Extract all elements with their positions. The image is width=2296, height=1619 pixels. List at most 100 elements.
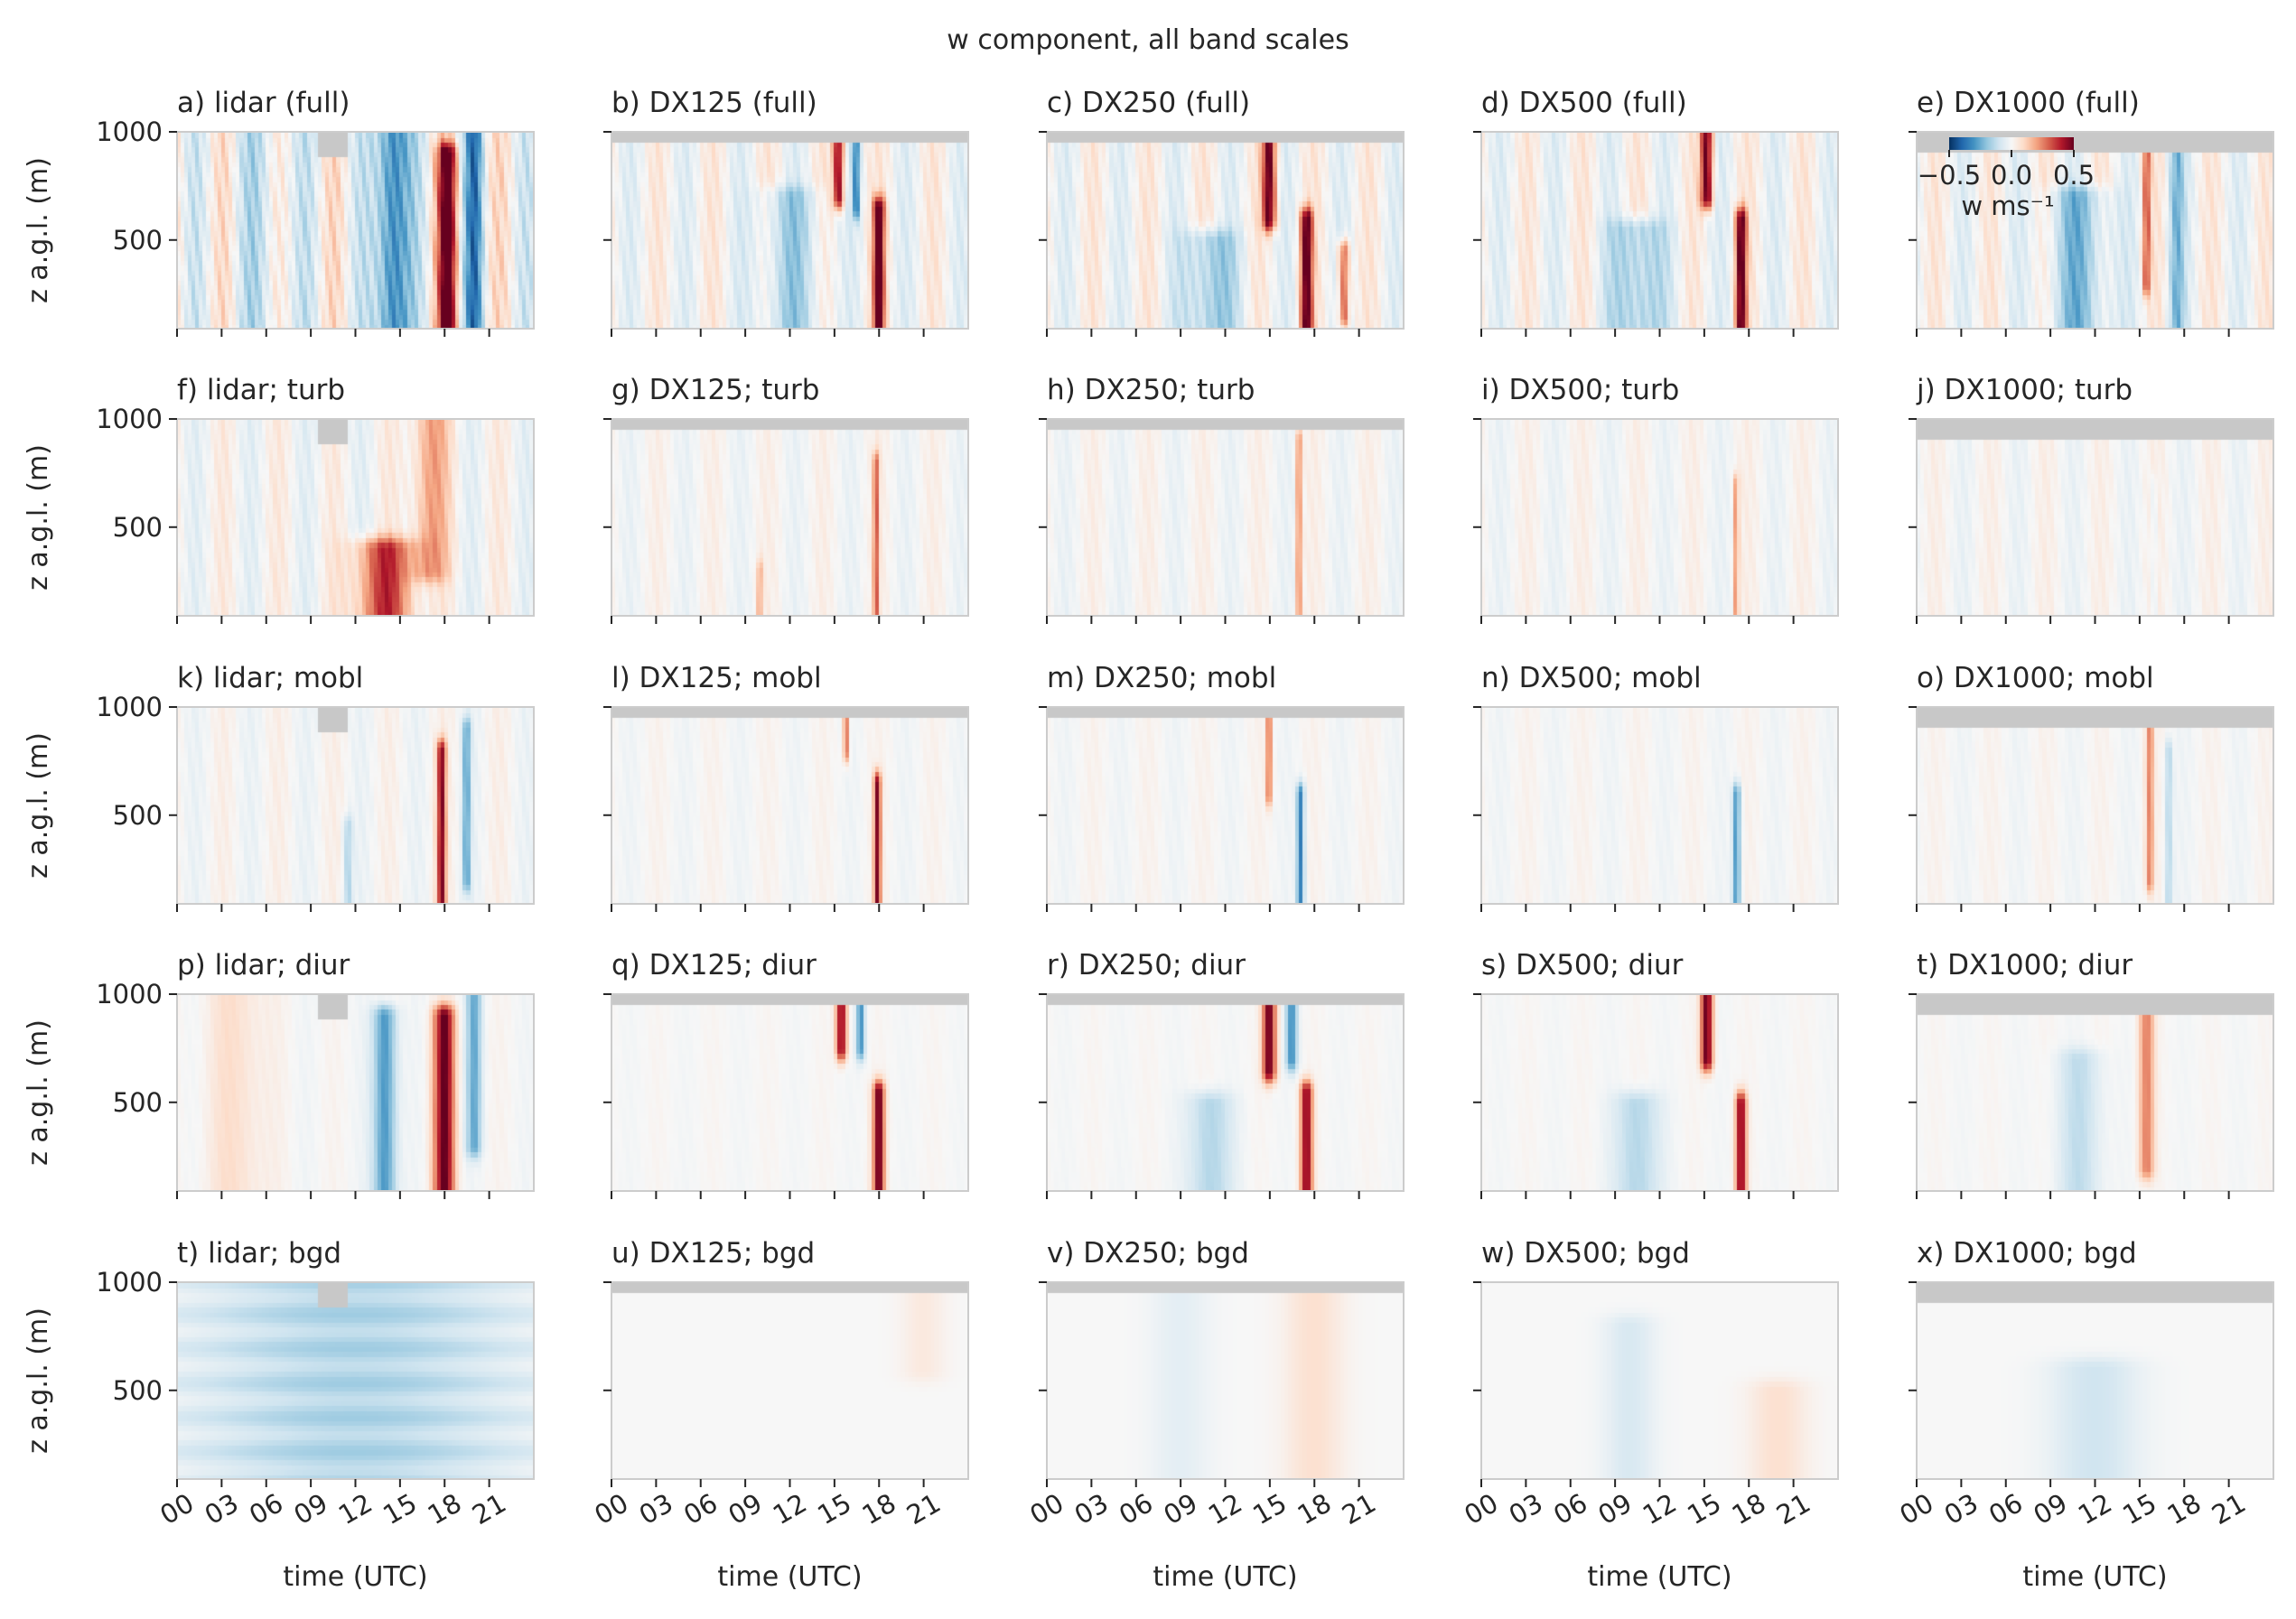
heatmap-cells bbox=[1917, 994, 2273, 1191]
heatmap-canvas bbox=[1481, 707, 1838, 904]
panel-title: n) DX500; mobl bbox=[1481, 662, 1702, 694]
x-axis-label: time (UTC) bbox=[1587, 1561, 1731, 1593]
x-tick-label: 06 bbox=[1983, 1487, 2028, 1531]
heatmap-canvas bbox=[1047, 994, 1404, 1191]
y-tick-label: 500 bbox=[113, 1375, 163, 1406]
panel-title: x) DX1000; bgd bbox=[1917, 1237, 2137, 1270]
heatmap-canvas bbox=[1917, 132, 2273, 329]
panel-dx1000-bgd: x) DX1000; bgd 00 03 06 09 12 15 18 21 time (UTC) bbox=[1894, 1237, 2274, 1593]
heatmap-canvas bbox=[611, 1282, 968, 1479]
x-axis-label: time (UTC) bbox=[717, 1561, 862, 1593]
heatmap-canvas bbox=[1481, 419, 1838, 616]
x-tick-label: 18 bbox=[1727, 1487, 1771, 1531]
heatmap-canvas bbox=[1047, 707, 1404, 904]
x-tick-label: 15 bbox=[1247, 1487, 1292, 1531]
panel-dx250-mobl: m) DX250; mobl bbox=[1039, 662, 1405, 912]
panel-title: t) DX1000; diur bbox=[1917, 949, 2133, 982]
heatmap-cells bbox=[1481, 994, 1838, 1191]
x-tick-label: 06 bbox=[678, 1487, 723, 1531]
colorbar-canvas bbox=[1949, 137, 2074, 150]
x-tick-label: 09 bbox=[288, 1487, 332, 1531]
x-tick-label: 00 bbox=[154, 1487, 199, 1531]
panel-title: g) DX125; turb bbox=[611, 374, 819, 406]
x-tick-label: 03 bbox=[634, 1487, 678, 1531]
heatmap-canvas bbox=[1917, 994, 2273, 1191]
panel-title: j) DX1000; turb bbox=[1916, 374, 2133, 406]
heatmap-canvas bbox=[1047, 1282, 1404, 1479]
heatmap-cells bbox=[611, 419, 968, 616]
panel-dx500-turb: i) DX500; turb bbox=[1473, 374, 1839, 624]
heatmap-canvas bbox=[1917, 707, 2273, 904]
heatmap-canvas bbox=[1481, 132, 1838, 329]
x-tick-label: 18 bbox=[423, 1487, 467, 1531]
y-tick-label: 1000 bbox=[96, 1267, 163, 1298]
panel-title: k) lidar; mobl bbox=[177, 662, 363, 694]
y-tick-label: 1000 bbox=[96, 404, 163, 434]
x-axis-label: time (UTC) bbox=[1153, 1561, 1297, 1593]
colorbar-tick-label: −0.5 bbox=[1918, 160, 1981, 191]
panel-dx125-turb: g) DX125; turb bbox=[603, 374, 969, 624]
panel-dx500-mobl: n) DX500; mobl bbox=[1473, 662, 1839, 912]
x-tick-label: 21 bbox=[1771, 1487, 1815, 1531]
x-tick-label: 12 bbox=[2073, 1487, 2117, 1531]
x-tick-label: 12 bbox=[768, 1487, 812, 1531]
colorbar-gradient bbox=[1949, 137, 2074, 150]
panel-dx250-bgd: v) DX250; bgd 00 03 06 09 12 15 18 21 time (UTC) bbox=[1024, 1237, 1405, 1593]
x-tick-label: 15 bbox=[2117, 1487, 2161, 1531]
panel-dx125-mobl: l) DX125; mobl bbox=[603, 662, 969, 912]
y-axis-label: z a.g.l. (m) bbox=[23, 1019, 54, 1166]
panel-title: v) DX250; bgd bbox=[1047, 1237, 1249, 1270]
heatmap-cells bbox=[177, 707, 534, 904]
x-tick-label: 00 bbox=[589, 1487, 633, 1531]
heatmap-canvas bbox=[1047, 419, 1404, 616]
heatmap-canvas bbox=[1481, 1282, 1838, 1479]
heatmap-cells bbox=[177, 1282, 534, 1479]
panel-title: u) DX125; bgd bbox=[611, 1237, 815, 1270]
y-axis-label: z a.g.l. (m) bbox=[23, 157, 54, 303]
heatmap-cells bbox=[1481, 707, 1838, 904]
x-tick-label: 12 bbox=[1203, 1487, 1247, 1531]
y-tick-label: 500 bbox=[113, 225, 163, 256]
heatmap-canvas bbox=[1917, 419, 2273, 616]
panel-title: e) DX1000 (full) bbox=[1917, 87, 2140, 119]
colorbar: −0.5 0.0 0.5w ms⁻¹ bbox=[1918, 137, 2095, 221]
panel-dx500-bgd: w) DX500; bgd 00 03 06 09 12 15 18 21 time (UTC) bbox=[1459, 1237, 1839, 1593]
x-tick-label: 18 bbox=[2162, 1487, 2207, 1531]
heatmap-cells bbox=[1047, 707, 1404, 904]
heatmap-canvas bbox=[1047, 132, 1404, 329]
heatmap-cells bbox=[1047, 1282, 1404, 1479]
panel-title: p) lidar; diur bbox=[177, 949, 350, 982]
y-axis-label: z a.g.l. (m) bbox=[23, 444, 54, 591]
panel-dx250-diur: r) DX250; diur bbox=[1039, 949, 1405, 1199]
panel-title: s) DX500; diur bbox=[1481, 949, 1684, 982]
panel-dx250-turb: h) DX250; turb bbox=[1039, 374, 1405, 624]
panel-dx1000-full: e) DX1000 (full) bbox=[1909, 87, 2274, 337]
panel-dx1000-mobl: o) DX1000; mobl bbox=[1909, 662, 2274, 912]
panel-dx500-diur: s) DX500; diur bbox=[1473, 949, 1839, 1199]
x-tick-label: 06 bbox=[244, 1487, 288, 1531]
x-tick-label: 03 bbox=[200, 1487, 244, 1531]
heatmap-cells bbox=[1917, 1282, 2273, 1479]
panel-title: l) DX125; mobl bbox=[611, 662, 822, 694]
heatmap-cells bbox=[611, 707, 968, 904]
x-tick-label: 03 bbox=[1939, 1487, 1983, 1531]
heatmap-cells bbox=[611, 1282, 968, 1479]
heatmap-cells bbox=[1047, 419, 1404, 616]
panel-lidar-bgd: t) lidar; bgd 00 03 06 09 12 15 18 21 500 1000 z a.… bbox=[23, 1237, 535, 1593]
panel-dx250-full: c) DX250 (full) bbox=[1039, 87, 1405, 337]
panel-dx125-full: b) DX125 (full) bbox=[603, 87, 969, 337]
y-tick-label: 1000 bbox=[96, 692, 163, 722]
x-tick-label: 00 bbox=[1894, 1487, 1938, 1531]
x-tick-label: 09 bbox=[1592, 1487, 1637, 1531]
heatmap-cells bbox=[1047, 994, 1404, 1191]
heatmap-canvas bbox=[611, 994, 968, 1191]
panel-title: w) DX500; bgd bbox=[1481, 1237, 1690, 1270]
heatmap-cells bbox=[177, 419, 534, 616]
panel-dx125-bgd: u) DX125; bgd 00 03 06 09 12 15 18 21 time (UTC) bbox=[589, 1237, 969, 1593]
x-tick-label: 09 bbox=[723, 1487, 767, 1531]
figure-title: w component, all band scales bbox=[947, 24, 1349, 56]
panel-title: c) DX250 (full) bbox=[1047, 87, 1250, 119]
heatmap-cells bbox=[1481, 1282, 1838, 1479]
heatmap-cells bbox=[177, 132, 534, 329]
